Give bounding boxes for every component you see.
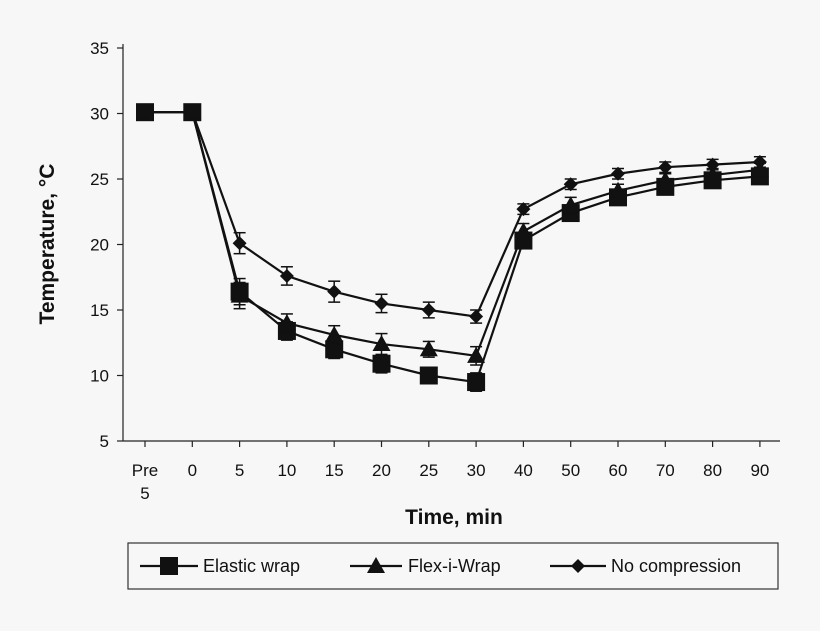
data-point bbox=[327, 284, 342, 299]
x-tick-label: 15 bbox=[325, 461, 344, 480]
data-point bbox=[514, 222, 533, 239]
legend-item: No compression bbox=[550, 556, 741, 576]
data-point bbox=[419, 366, 438, 385]
data-point bbox=[609, 181, 627, 198]
data-point bbox=[138, 105, 152, 120]
x-tick-label: 5 bbox=[140, 484, 149, 503]
data-point bbox=[705, 157, 720, 172]
legend-label: No compression bbox=[611, 556, 741, 576]
chart-axes bbox=[122, 44, 780, 442]
legend-box bbox=[127, 542, 779, 590]
data-point bbox=[325, 325, 344, 342]
series-square bbox=[136, 103, 769, 392]
data-point bbox=[658, 160, 673, 175]
series-diamond bbox=[138, 105, 767, 324]
y-axis-ticks: 5 10 15 20 25 30 35 bbox=[90, 39, 123, 451]
legend-item: Elastic wrap bbox=[140, 556, 300, 576]
legend: Elastic wrap Flex-i-Wrap No compression bbox=[127, 542, 779, 590]
y-axis-title: Temperature, °C bbox=[36, 164, 59, 325]
x-tick-label: 10 bbox=[277, 461, 296, 480]
legend-item: Flex-i-Wrap bbox=[350, 556, 501, 576]
data-point bbox=[516, 202, 531, 217]
x-tick-label: 5 bbox=[235, 461, 244, 480]
x-tick-label: Pre bbox=[132, 461, 158, 480]
x-tick-label: 20 bbox=[372, 461, 391, 480]
data-point bbox=[467, 346, 486, 363]
series-line bbox=[145, 111, 760, 318]
data-point bbox=[374, 296, 389, 311]
legend-marker bbox=[367, 557, 385, 573]
x-tick-label: 60 bbox=[609, 461, 628, 480]
y-tick-label: 30 bbox=[90, 105, 109, 124]
x-tick-label: 90 bbox=[750, 461, 769, 480]
data-point bbox=[656, 171, 675, 188]
y-tick-label: 15 bbox=[90, 301, 109, 320]
data-point bbox=[277, 314, 296, 331]
data-point bbox=[419, 340, 438, 357]
data-point bbox=[232, 236, 247, 251]
legend-marker bbox=[160, 557, 178, 575]
y-tick-label: 5 bbox=[100, 432, 109, 451]
x-tick-label: 40 bbox=[514, 461, 533, 480]
data-point bbox=[279, 268, 294, 283]
data-point bbox=[703, 166, 722, 183]
y-tick-label: 25 bbox=[90, 170, 109, 189]
data-point bbox=[752, 154, 767, 169]
data-point bbox=[611, 166, 625, 181]
x-tick-label: 25 bbox=[419, 461, 438, 480]
series-triangle bbox=[136, 103, 769, 366]
y-tick-label: 20 bbox=[90, 236, 109, 255]
data-point bbox=[372, 335, 391, 352]
legend-label: Elastic wrap bbox=[203, 556, 300, 576]
plot-area bbox=[136, 103, 769, 392]
x-tick-label: 30 bbox=[467, 461, 486, 480]
legend-marker bbox=[571, 559, 585, 573]
series-line bbox=[145, 111, 761, 358]
x-tick-label: 80 bbox=[703, 461, 722, 480]
data-point bbox=[421, 303, 436, 317]
data-point bbox=[561, 196, 580, 213]
data-point bbox=[372, 354, 391, 373]
x-tick-label: 50 bbox=[561, 461, 580, 480]
legend-label: Flex-i-Wrap bbox=[408, 556, 501, 576]
data-point bbox=[563, 177, 578, 192]
data-point bbox=[469, 309, 484, 324]
x-tick-label: 0 bbox=[188, 461, 197, 480]
x-tick-label: 70 bbox=[656, 461, 675, 480]
x-axis-title: Time, min bbox=[405, 506, 503, 529]
y-tick-label: 10 bbox=[90, 367, 109, 386]
data-point bbox=[185, 105, 200, 120]
data-point bbox=[230, 286, 249, 303]
data-point bbox=[467, 373, 486, 392]
y-tick-label: 35 bbox=[90, 39, 109, 58]
